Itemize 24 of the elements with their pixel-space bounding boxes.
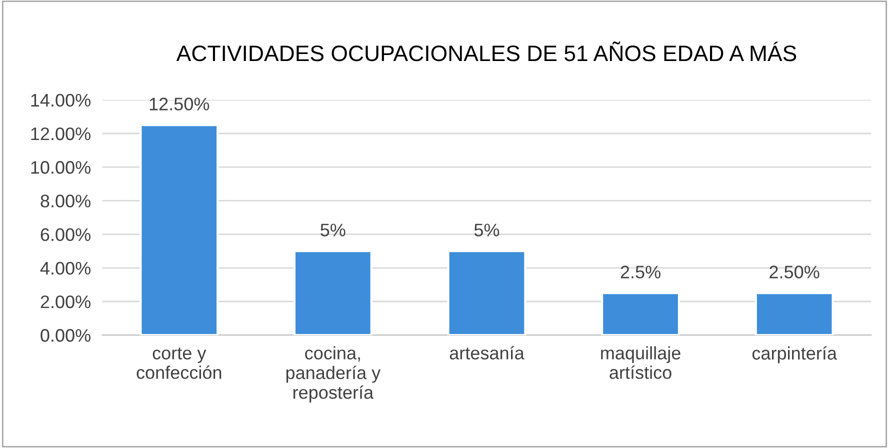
y-tick-label: 12.00% xyxy=(31,127,90,140)
y-tick-label: 10.00% xyxy=(31,161,90,174)
data-label: 12.50% xyxy=(150,98,210,110)
x-tick-label: maquillaje artístico xyxy=(601,346,680,379)
bar xyxy=(601,292,680,336)
y-tick-label: 2.00% xyxy=(40,295,90,308)
x-tick-label: cocina, panadería y repostería xyxy=(286,346,381,402)
y-tick-label: 8.00% xyxy=(40,194,90,208)
x-tick-label: artesanía xyxy=(450,346,524,360)
chart-title: ACTIVIDADES OCUPACIONALES DE 51 AÑOS EDAD A MÁS xyxy=(176,42,796,62)
data-label: 2.5% xyxy=(620,266,660,278)
y-tick-label: 6.00% xyxy=(40,228,90,242)
y-tick-label: 0.00% xyxy=(40,329,90,342)
x-tick-label: corte y confección xyxy=(136,348,222,379)
data-label: 5% xyxy=(320,224,346,236)
bar xyxy=(140,124,219,336)
y-tick-label: 4.00% xyxy=(40,262,90,275)
x-tick-label: carpintería xyxy=(752,346,837,364)
bar xyxy=(754,292,834,336)
data-label: 2.50% xyxy=(770,266,820,278)
bar xyxy=(447,250,526,336)
y-tick-label: 14.00% xyxy=(31,94,90,107)
bar xyxy=(293,250,372,336)
data-label: 5% xyxy=(474,224,500,236)
